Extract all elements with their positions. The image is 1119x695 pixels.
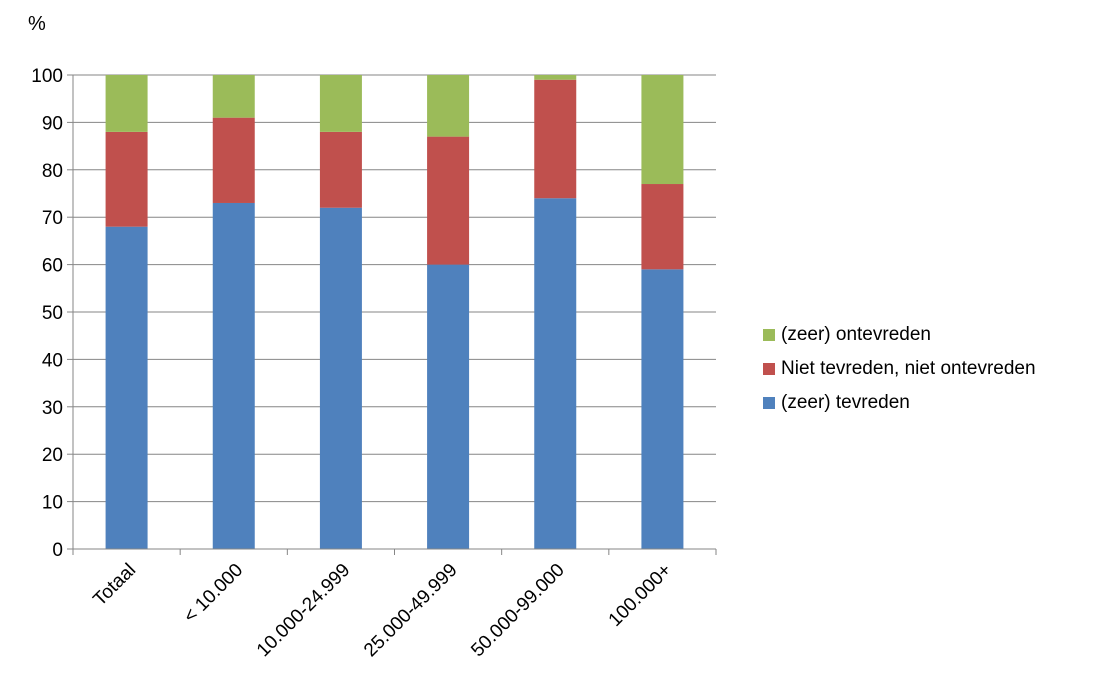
bar-segment <box>319 75 362 132</box>
y-tick-label: 70 <box>42 208 63 229</box>
bar-segment <box>212 202 255 550</box>
bar-segment <box>534 75 577 80</box>
y-tick-label: 90 <box>42 113 63 134</box>
legend-label: (zeer) tevreden <box>781 392 910 413</box>
axes <box>67 74 717 555</box>
bar-segment <box>212 75 255 118</box>
bar-segment <box>427 75 470 137</box>
x-tick-label: 50.000-99.000 <box>467 560 569 662</box>
bar-segment <box>105 131 148 227</box>
legend-swatch <box>763 329 775 341</box>
gridlines <box>73 74 716 503</box>
bar-segment <box>534 198 577 550</box>
x-tick-label: 100.000+ <box>605 560 676 631</box>
bar-segment <box>641 75 684 185</box>
y-tick-label: 30 <box>42 398 63 419</box>
legend-item: (zeer) tevreden <box>763 386 1036 420</box>
y-tick-label: 60 <box>42 256 63 277</box>
legend-swatch <box>763 363 775 375</box>
x-tick-label: 10.000-24.999 <box>253 560 355 662</box>
bar-segment <box>534 79 577 199</box>
x-tick-label: < 10.000 <box>180 560 248 628</box>
bar-segment <box>319 131 362 208</box>
legend-item: Niet tevreden, niet ontevreden <box>763 352 1036 386</box>
bar-segment <box>105 226 148 549</box>
legend: (zeer) ontevreden Niet tevreden, niet ont… <box>763 318 1036 420</box>
y-tick-label: 10 <box>42 493 63 514</box>
y-tick-label: 50 <box>42 303 63 324</box>
bar-segment <box>105 75 148 132</box>
bars <box>105 75 684 550</box>
bar-segment <box>427 136 470 265</box>
bar-segment <box>641 269 684 549</box>
y-tick-labels: 0 10 20 30 40 50 60 70 80 90 100 <box>31 66 63 561</box>
x-tick-label: 25.000-49.999 <box>360 560 462 662</box>
y-tick-label: 100 <box>31 66 63 87</box>
y-tick-label: 20 <box>42 445 63 466</box>
bar-segment <box>212 117 255 203</box>
x-tick-labels: Totaal < 10.000 10.000-24.999 25.000-49.999… <box>89 560 676 662</box>
y-axis-label: % <box>28 13 46 35</box>
x-tick-label: Totaal <box>89 560 140 611</box>
y-tick-label: 40 <box>42 350 63 371</box>
bar-segment <box>319 207 362 549</box>
legend-item: (zeer) ontevreden <box>763 318 1036 352</box>
legend-swatch <box>763 397 775 409</box>
legend-label: Niet tevreden, niet ontevreden <box>781 358 1036 379</box>
bar-segment <box>427 264 470 549</box>
y-tick-label: 80 <box>42 161 63 182</box>
legend-label: (zeer) ontevreden <box>781 324 931 345</box>
y-tick-label: 0 <box>52 540 63 561</box>
bar-segment <box>641 184 684 270</box>
